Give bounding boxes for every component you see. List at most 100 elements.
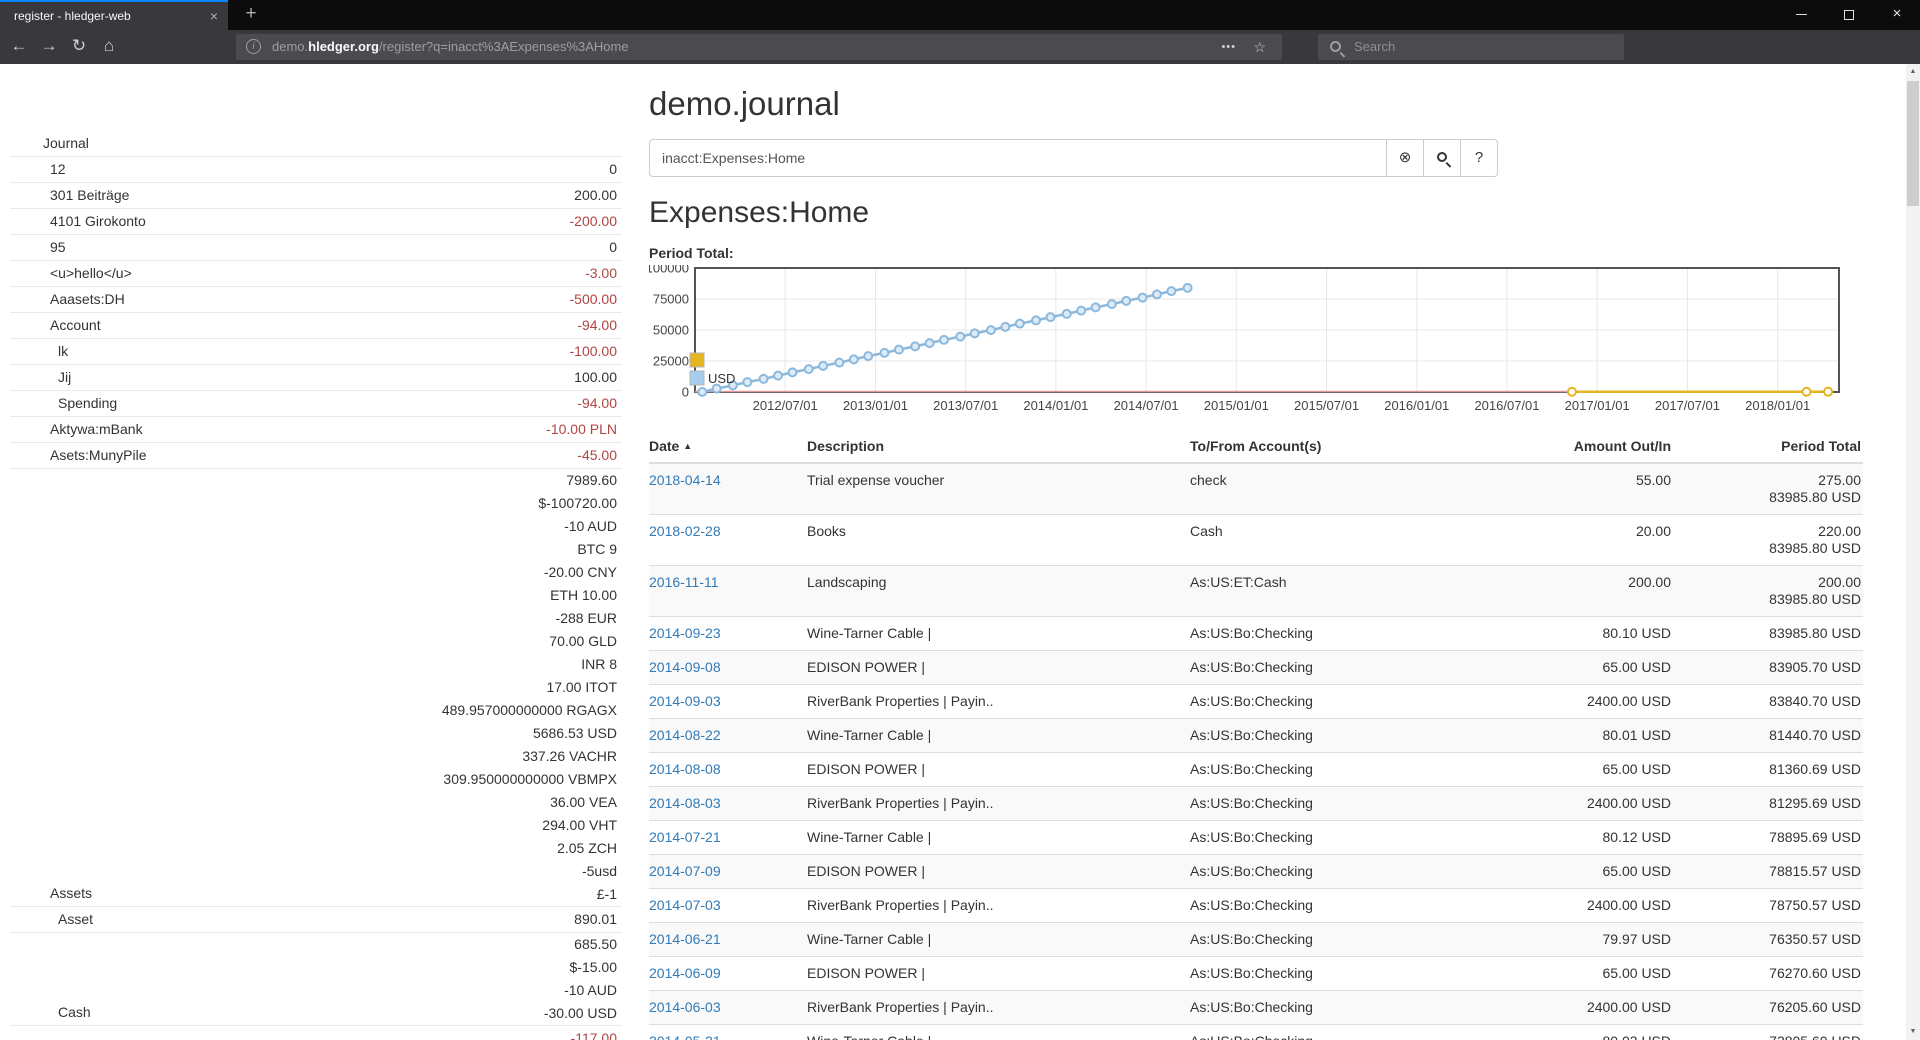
period-total-value: 81360.69 USD <box>1671 752 1863 787</box>
table-row: 2014-08-22 Wine-Tarner Cable | As:US:Bo:Ch… <box>649 718 1863 753</box>
column-header-period-total[interactable]: Period Total <box>1671 430 1863 464</box>
sidebar-account-link[interactable]: Assets <box>50 885 93 901</box>
account-balance: 0 <box>609 161 617 177</box>
bookmark-star-icon[interactable]: ☆ <box>1253 39 1266 55</box>
sidebar-row: 685.50 $-15.00 -10 AUD -30.00 USD Cash <box>10 933 622 1026</box>
account-balance: INR 8 <box>581 656 617 672</box>
browser-tab-bar: register - hledger-web × + × <box>0 0 1920 30</box>
account-balance: BTC 9 <box>577 541 617 557</box>
transaction-date-link[interactable]: 2014-07-03 <box>649 897 721 913</box>
back-button[interactable]: ← <box>10 36 28 55</box>
browser-tab[interactable]: register - hledger-web × <box>0 0 228 30</box>
transaction-date-link[interactable]: 2014-09-03 <box>649 693 721 709</box>
transaction-account: As:US:ET:Cash <box>1190 565 1520 617</box>
query-input[interactable] <box>649 139 1387 177</box>
sidebar-account-link[interactable]: Spending <box>58 395 118 411</box>
clear-query-button[interactable]: ⊗ <box>1387 139 1424 177</box>
transaction-date-link[interactable]: 2014-08-22 <box>649 727 721 743</box>
account-balance: 17.00 ITOT <box>546 679 617 695</box>
column-header-account[interactable]: To/From Account(s) <box>1190 430 1520 464</box>
svg-text:75000: 75000 <box>653 292 689 307</box>
column-header-description[interactable]: Description <box>807 430 1190 464</box>
sidebar-account-link[interactable]: <u>hello</u> <box>50 265 132 281</box>
scroll-down-button[interactable]: ▼ <box>1906 1024 1920 1040</box>
forward-button[interactable]: → <box>40 36 58 55</box>
transaction-account: As:US:Bo:Checking <box>1190 820 1520 855</box>
accounts-sidebar: Journal 0 12 200.00 301 Beiträge -200.00 4101 … <box>10 131 622 1040</box>
transaction-description: EDISON POWER | <box>807 650 1190 685</box>
period-total-value: 81440.70 USD <box>1671 718 1863 753</box>
transaction-amount: 80.03 USD <box>1520 1024 1671 1040</box>
content-scrollbar[interactable]: ▲ ▼ <box>1906 64 1920 1040</box>
transaction-date-link[interactable]: 2014-07-09 <box>649 863 721 879</box>
transaction-amount: 200.00 <box>1520 565 1671 617</box>
transaction-account: As:US:Bo:Checking <box>1190 956 1520 991</box>
account-balance: -45.00 <box>577 447 617 463</box>
sidebar-row: -500.00 Aaasets:DH <box>10 287 622 313</box>
sidebar-account-link[interactable]: Journal <box>43 135 89 151</box>
window-close-button[interactable]: × <box>1892 5 1902 22</box>
account-balance: -20.00 CNY <box>543 564 617 580</box>
column-header-amount[interactable]: Amount Out/In <box>1520 430 1671 464</box>
transaction-date-link[interactable]: 2014-08-08 <box>649 761 721 777</box>
transaction-date-link[interactable]: 2018-04-14 <box>649 472 721 488</box>
window-minimize-button[interactable] <box>1778 0 1824 30</box>
svg-text:50000: 50000 <box>653 323 689 338</box>
table-row: 2014-09-23 Wine-Tarner Cable | As:US:Bo:Ch… <box>649 616 1863 651</box>
sidebar-row: -45.00 Asets:MunyPile <box>10 443 622 469</box>
transaction-amount: 2400.00 USD <box>1520 990 1671 1025</box>
browser-search-placeholder: Search <box>1354 39 1396 54</box>
site-info-icon[interactable]: i <box>246 39 261 54</box>
transaction-description: EDISON POWER | <box>807 752 1190 787</box>
new-tab-button[interactable]: + <box>245 3 257 24</box>
submit-search-button[interactable] <box>1424 139 1461 177</box>
sidebar-account-link[interactable]: Account <box>50 317 101 333</box>
sidebar-account-link[interactable]: Aaasets:DH <box>50 291 125 307</box>
transaction-date-link[interactable]: 2014-06-09 <box>649 965 721 981</box>
sidebar-account-link[interactable]: Asets:MunyPile <box>50 447 147 463</box>
transaction-account: check <box>1190 462 1520 515</box>
column-header-date[interactable]: Date ▲ <box>649 430 807 464</box>
period-total-value: 83985.80 USD <box>1671 616 1863 651</box>
page-actions-icon[interactable]: ••• <box>1221 41 1236 53</box>
transaction-amount: 80.12 USD <box>1520 820 1671 855</box>
sidebar-account-link[interactable]: Cash <box>58 1004 91 1020</box>
sidebar-account-link[interactable]: 301 Beiträge <box>50 187 130 203</box>
sidebar-account-link[interactable]: Asset <box>58 911 94 927</box>
tab-close-icon[interactable]: × <box>209 8 218 24</box>
browser-search-box[interactable]: Search <box>1318 34 1624 60</box>
table-row: 2014-06-21 Wine-Tarner Cable | As:US:Bo:Ch… <box>649 922 1863 957</box>
sidebar-row: -117.00 <box>10 1026 622 1040</box>
account-balance: -5usd <box>581 863 617 879</box>
url-bar[interactable]: i demo.hledger.org/register?q=inacct%3AE… <box>236 34 1282 60</box>
transaction-date-link[interactable]: 2014-09-23 <box>649 625 721 641</box>
help-button[interactable]: ? <box>1461 139 1498 177</box>
sidebar-account-link[interactable]: lk <box>58 343 69 359</box>
transaction-date-link[interactable]: 2016-11-11 <box>649 574 719 590</box>
table-row: 2018-04-14 Trial expense voucher check 55.0… <box>649 462 1863 515</box>
period-total-value: 76270.60 USD <box>1671 956 1863 991</box>
transaction-date-link[interactable]: 2018-02-28 <box>649 523 721 539</box>
sidebar-account-link[interactable]: 95 <box>50 239 66 255</box>
transaction-date-link[interactable]: 2014-07-21 <box>649 829 721 845</box>
account-balance: 0 <box>609 239 617 255</box>
sidebar-account-link[interactable]: 4101 Girokonto <box>50 213 146 229</box>
scroll-up-button[interactable]: ▲ <box>1906 64 1920 80</box>
transaction-date-link[interactable]: 2014-06-21 <box>649 931 721 947</box>
sidebar-row: -100.00 lk <box>10 339 622 365</box>
account-balance: -10 AUD <box>564 518 617 534</box>
sidebar-account-link[interactable]: Aktywa:mBank <box>50 421 143 437</box>
window-restore-button[interactable] <box>1826 0 1872 30</box>
home-button[interactable]: ⌂ <box>103 36 115 55</box>
sidebar-account-link[interactable]: 12 <box>50 161 66 177</box>
transaction-date-link[interactable]: 2014-05-21 <box>649 1033 721 1040</box>
transaction-description: RiverBank Properties | Payin.. <box>807 786 1190 821</box>
transaction-date-link[interactable]: 2014-09-08 <box>649 659 721 675</box>
scrollbar-thumb[interactable] <box>1907 81 1919 206</box>
transaction-date-link[interactable]: 2014-06-03 <box>649 999 721 1015</box>
reload-button[interactable]: ↻ <box>71 36 87 55</box>
transaction-amount: 2400.00 USD <box>1520 684 1671 719</box>
sidebar-account-link[interactable]: Jij <box>58 369 72 385</box>
transaction-date-link[interactable]: 2014-08-03 <box>649 795 721 811</box>
account-balance: 489.957000000000 RGAGX <box>441 702 617 718</box>
